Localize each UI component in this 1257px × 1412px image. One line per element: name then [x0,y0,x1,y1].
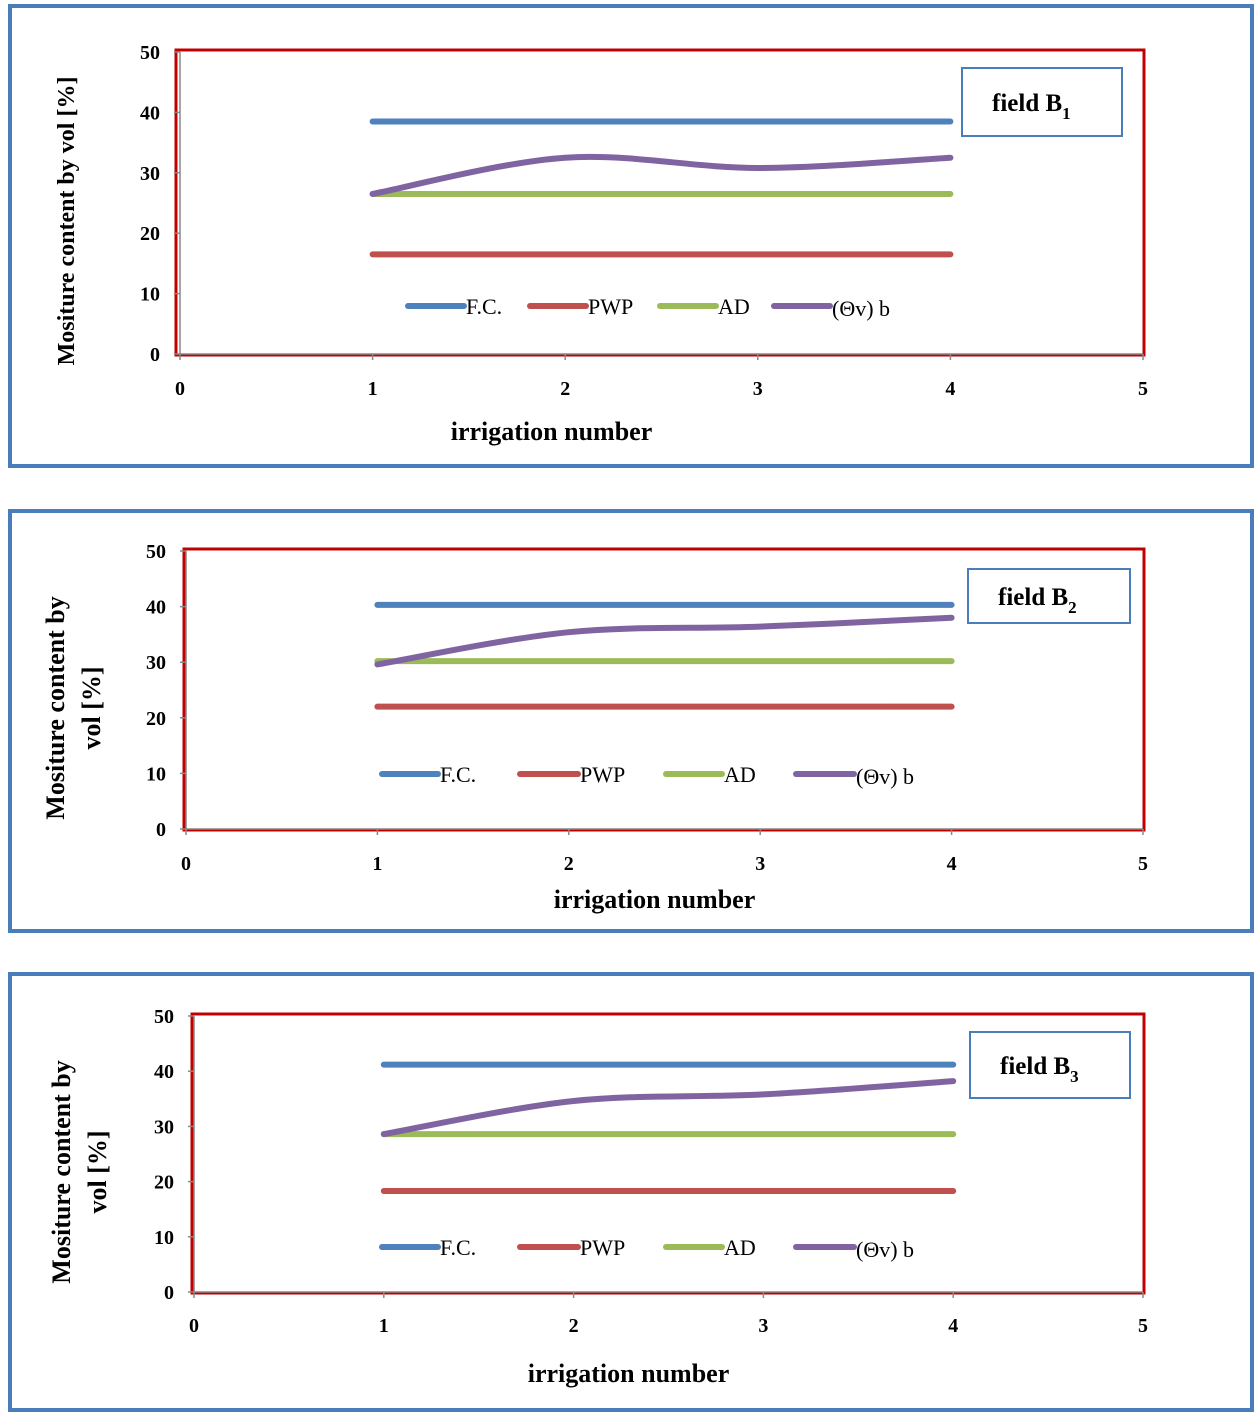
x-tick-label: 1 [372,853,382,875]
legend-label: PWP [580,762,625,787]
y-axis-title: vol [%] [83,1130,112,1213]
y-tick-label: 30 [140,163,160,185]
series-line-theta [380,1078,957,1138]
y-tick-label: 10 [154,1227,174,1249]
legend-label: PWP [580,1235,625,1260]
y-tick-label: 10 [146,763,166,785]
chart-svg: 0 10 20 30 40 50 0 1 2 3 4 5 irrigation number Mositu… [41,541,1148,914]
y-tick-label: 40 [154,1061,174,1083]
x-tick-label: 4 [947,853,957,875]
x-axis-title: irrigation number [554,885,756,914]
y-axis-title: Mositure content by vol [%] [54,77,80,366]
y-tick-label: 0 [150,344,160,366]
x-tick-label: 3 [753,378,763,400]
y-tick-label: 50 [154,1006,174,1028]
y-tick-label: 20 [154,1172,174,1194]
x-tick-label: 4 [945,378,955,400]
legend-label: (Θv) b [832,296,890,321]
plot-area-frame [174,48,1146,357]
legend-label: AD [724,1235,756,1260]
x-tick-label: 5 [1138,1315,1148,1337]
field-label: field B3 [1000,1053,1079,1086]
plot-area-frame [190,1012,1146,1295]
field-label: field B2 [998,584,1077,617]
x-tick-label: 2 [560,378,570,400]
chart-panel-3: 0 10 20 30 40 50 0 1 2 3 4 5 irrigation number Mositu… [8,972,1254,1412]
y-tick-label: 0 [156,819,166,841]
y-tick-label: 30 [146,652,166,674]
x-tick-label: 4 [948,1315,958,1337]
legend-label: (Θv) b [856,1237,914,1262]
legend-label: F.C. [466,294,502,319]
legend-label: F.C. [440,762,476,787]
x-tick-label: 2 [569,1315,579,1337]
y-axis-title: Mositure content by [47,1060,76,1283]
x-tick-label: 5 [1138,853,1148,875]
y-tick-label: 10 [140,284,160,306]
chart-panel-1: 0 10 20 30 40 50 0 1 2 3 4 5 irrigation number Mositu… [8,4,1254,468]
x-tick-label: 1 [379,1315,389,1337]
x-tick-label: 3 [755,853,765,875]
legend-label: PWP [588,294,633,319]
x-tick-label: 0 [175,378,185,400]
y-tick-label: 0 [164,1282,174,1304]
y-tick-label: 40 [146,597,166,619]
x-axis-title: irrigation number [451,417,653,446]
x-axis-title: irrigation number [528,1359,730,1388]
legend-label: AD [718,294,750,319]
chart-svg: 0 10 20 30 40 50 0 1 2 3 4 5 irrigation number Mositu… [54,42,1148,446]
y-tick-label: 20 [146,708,166,730]
field-label: field B1 [992,90,1071,123]
field-label-box [967,568,1131,624]
series-line-theta [374,614,955,668]
x-tick-label: 5 [1138,378,1148,400]
x-tick-label: 3 [758,1315,768,1337]
y-tick-label: 20 [140,223,160,245]
field-label-box [961,67,1123,137]
y-tick-label: 30 [154,1116,174,1138]
y-tick-label: 40 [140,102,160,124]
x-tick-label: 0 [189,1315,199,1337]
legend-label: AD [724,762,756,787]
y-tick-label: 50 [140,42,160,64]
y-axis-title: vol [%] [77,666,106,749]
chart-svg: 0 10 20 30 40 50 0 1 2 3 4 5 irrigation number Mositu… [47,1006,1148,1388]
x-tick-label: 2 [564,853,574,875]
y-axis-title: Mositure content by [41,596,70,819]
legend-label: (Θv) b [856,764,914,789]
chart-panel-2: 0 10 20 30 40 50 0 1 2 3 4 5 irrigation number Mositu… [8,509,1254,933]
x-tick-label: 1 [368,378,378,400]
series-line-theta [369,153,954,197]
field-label-box [969,1031,1131,1099]
x-tick-label: 0 [181,853,191,875]
legend-label: F.C. [440,1235,476,1260]
y-tick-label: 50 [146,541,166,563]
plot-area-frame [182,547,1146,832]
